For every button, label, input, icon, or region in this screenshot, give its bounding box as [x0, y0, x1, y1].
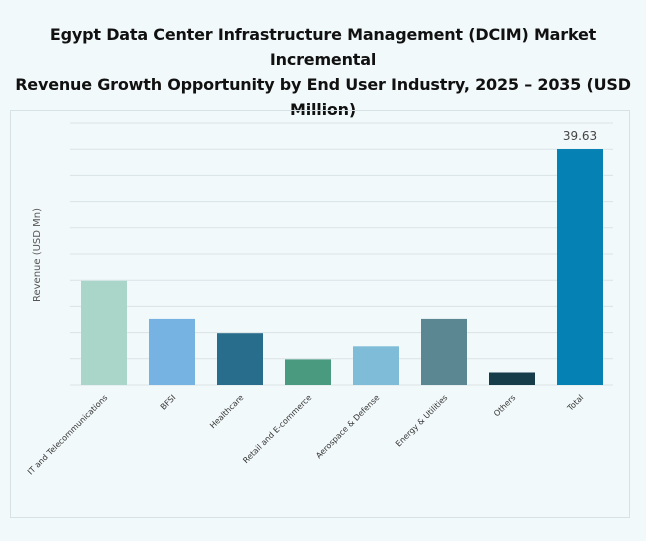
bar — [217, 333, 263, 385]
y-axis-label: Revenue (USD Mn) — [32, 208, 43, 302]
bar — [557, 149, 603, 385]
x-tick-label: IT and Telecommunications — [26, 393, 109, 476]
bar — [149, 318, 195, 385]
chart-frame — [10, 110, 630, 518]
chart-title-line-1: Egypt Data Center Infrastructure Managem… — [49, 25, 597, 69]
bar — [285, 359, 331, 385]
chart-title: Egypt Data Center Infrastructure Managem… — [0, 22, 646, 122]
bar — [489, 372, 535, 385]
data-label: 39.63 — [563, 129, 597, 143]
x-tick-label: Others — [492, 393, 517, 418]
x-tick-label: Energy & Utilities — [394, 393, 449, 448]
x-tick-label: Aerospace & Defense — [314, 393, 381, 460]
bar — [421, 318, 467, 385]
x-tick-label: Total — [565, 393, 585, 413]
x-tick-label: BFSI — [159, 393, 178, 412]
x-tick-label: Retail and E-commerce — [241, 393, 313, 465]
chart-title-line-2: Revenue Growth Opportunity by End User I… — [15, 75, 631, 119]
bar — [81, 280, 127, 385]
x-tick-label: Healthcare — [208, 393, 245, 430]
bar — [353, 346, 399, 385]
